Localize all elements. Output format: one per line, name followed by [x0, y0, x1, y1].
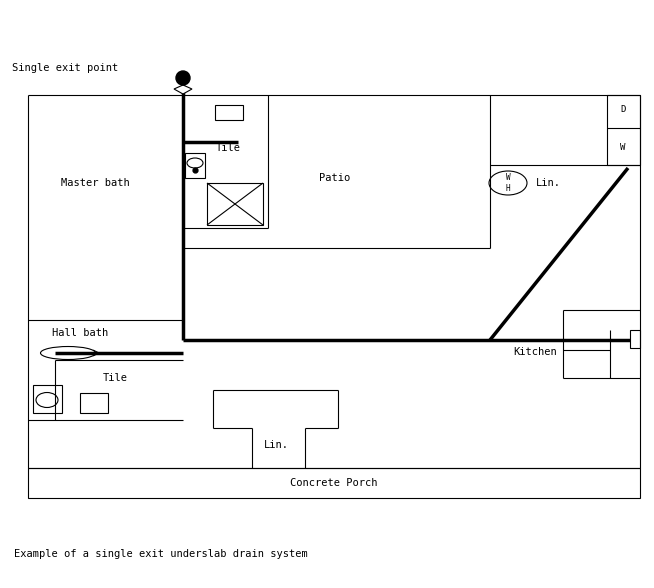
Text: W: W [620, 142, 626, 152]
Text: Example of a single exit underslab drain system: Example of a single exit underslab drain… [14, 549, 308, 559]
Text: W
H: W H [506, 173, 510, 193]
Text: Patio: Patio [319, 173, 351, 183]
Bar [630, 330, 640, 348]
Bar [207, 183, 263, 225]
Polygon shape [174, 85, 192, 94]
Bar [185, 153, 205, 178]
Bar [215, 105, 243, 120]
Text: Concrete Porch: Concrete Porch [290, 478, 378, 488]
Bar [80, 393, 108, 413]
Text: Single exit point: Single exit point [12, 63, 118, 73]
Text: Tile: Tile [216, 143, 241, 153]
Text: Master bath: Master bath [61, 178, 129, 188]
Text: Kitchen: Kitchen [513, 347, 557, 357]
Circle shape [176, 71, 190, 85]
Text: Lin.: Lin. [264, 440, 288, 450]
Bar [607, 95, 640, 165]
Text: Lin.: Lin. [536, 178, 560, 188]
Text: Tile: Tile [103, 373, 128, 383]
Text: D: D [620, 105, 626, 113]
Text: Hall bath: Hall bath [52, 328, 108, 338]
Bar [28, 468, 640, 498]
Bar [33, 385, 62, 413]
